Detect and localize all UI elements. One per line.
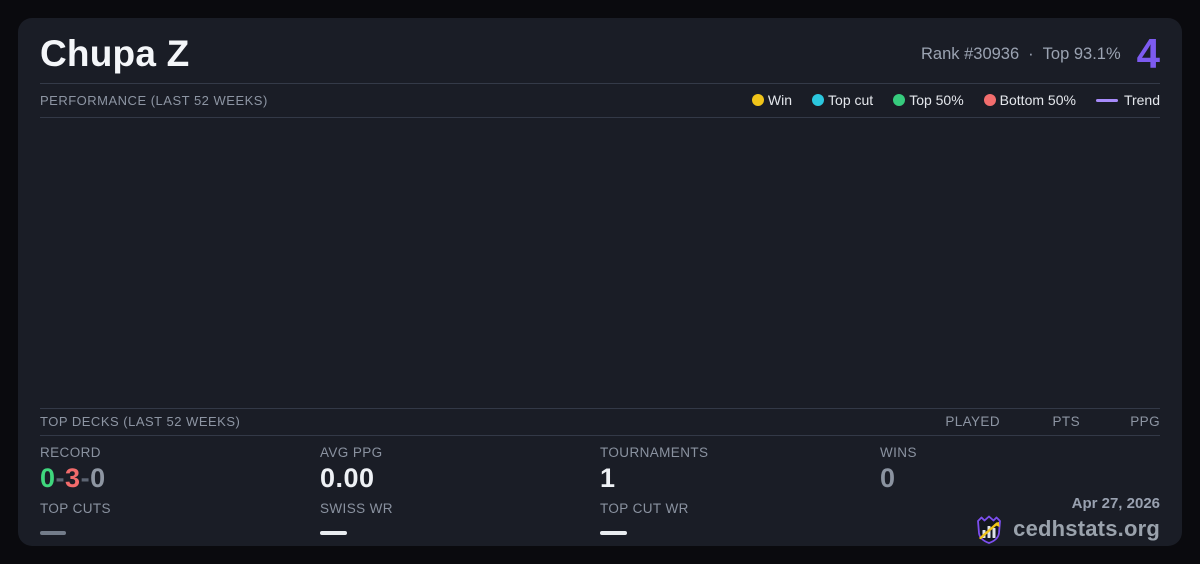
top50-dot-icon bbox=[893, 94, 906, 106]
avg-ppg-label: AVG PPG bbox=[320, 445, 383, 460]
bottom50-dot-icon bbox=[983, 94, 996, 106]
legend-label: Bottom 50% bbox=[999, 92, 1076, 108]
tournaments-label: TOURNAMENTS bbox=[600, 445, 709, 460]
stat-col-avg-ppg: AVG PPG 0.00 SWISS WR bbox=[320, 445, 600, 546]
brand-name[interactable]: cedhstats.org bbox=[1013, 516, 1160, 542]
legend-item-trend: Trend bbox=[1095, 92, 1160, 108]
player-score: 4 bbox=[1136, 30, 1160, 77]
legend-item-bottom50: Bottom 50% bbox=[983, 92, 1076, 108]
record-draws: 0 bbox=[90, 463, 106, 493]
top-decks-heading: TOP DECKS (LAST 52 WEEKS) bbox=[40, 414, 241, 429]
legend-label: Top 50% bbox=[909, 92, 964, 108]
brand-row[interactable]: cedhstats.org bbox=[973, 513, 1160, 545]
record-separator: - bbox=[55, 463, 66, 493]
top-cut-dot-icon bbox=[812, 94, 825, 106]
top-cuts-placeholder bbox=[40, 531, 66, 536]
stats-grid: RECORD 0-3-0 TOP CUTS AVG PPG 0.00 SWISS… bbox=[40, 436, 1160, 546]
legend-item-top50: Top 50% bbox=[893, 92, 964, 108]
cedhstats-shield-logo-icon bbox=[977, 515, 1002, 544]
wins-value: 0 bbox=[880, 463, 896, 493]
stat-col-tournaments: TOURNAMENTS 1 TOP CUT WR bbox=[600, 445, 880, 546]
record-value: 0-3-0 bbox=[40, 463, 106, 494]
column-pts: PTS bbox=[1052, 414, 1080, 429]
legend-item-win: Win bbox=[751, 92, 793, 108]
tournaments-value: 1 bbox=[600, 463, 616, 493]
stat-col-record: RECORD 0-3-0 TOP CUTS bbox=[40, 445, 320, 546]
rank-separator-dot: · bbox=[1028, 44, 1034, 63]
top-percent: Top 93.1% bbox=[1042, 44, 1121, 63]
top-cut-wr-label: TOP CUT WR bbox=[600, 501, 689, 517]
footer-date: Apr 27, 2026 bbox=[1071, 495, 1160, 513]
wins-label: WINS bbox=[880, 445, 917, 460]
record-separator: - bbox=[80, 463, 91, 493]
swiss-wr-placeholder bbox=[320, 531, 347, 536]
performance-header: PERFORMANCE (LAST 52 WEEKS) Win Top cut … bbox=[40, 84, 1160, 118]
top-cuts-label: TOP CUTS bbox=[40, 501, 111, 517]
player-stats-card: Chupa Z Rank #30936 · Top 93.1% 4 PERFOR… bbox=[18, 18, 1182, 546]
performance-chart-area bbox=[40, 118, 1160, 408]
chart-legend: Win Top cut Top 50% Bottom 50% Trend bbox=[751, 92, 1160, 108]
footer-block: Apr 27, 2026 cedhstats.org bbox=[973, 495, 1160, 545]
top-cut-wr-placeholder bbox=[600, 531, 627, 536]
column-ppg: PPG bbox=[1130, 414, 1160, 429]
record-label: RECORD bbox=[40, 445, 101, 460]
record-losses: 3 bbox=[65, 463, 81, 493]
rank-number: Rank #30936 bbox=[920, 44, 1020, 63]
avg-ppg-value: 0.00 bbox=[320, 463, 375, 493]
performance-heading: PERFORMANCE (LAST 52 WEEKS) bbox=[40, 92, 268, 108]
swiss-wr-label: SWISS WR bbox=[320, 501, 393, 517]
top-decks-header: TOP DECKS (LAST 52 WEEKS) PLAYED PTS PPG bbox=[40, 408, 1160, 436]
top-decks-columns: PLAYED PTS PPG bbox=[920, 414, 1160, 429]
legend-label: Top cut bbox=[828, 92, 874, 108]
stat-col-wins: WINS 0 Apr 27, 2026 cedhstats.org bbox=[880, 445, 1160, 546]
legend-label: Trend bbox=[1123, 92, 1160, 108]
legend-label: Win bbox=[767, 92, 793, 108]
record-wins: 0 bbox=[40, 463, 56, 493]
win-dot-icon bbox=[751, 94, 764, 106]
card-header: Chupa Z Rank #30936 · Top 93.1% 4 bbox=[40, 18, 1160, 84]
trend-line-icon bbox=[1095, 98, 1118, 102]
header-right: Rank #30936 · Top 93.1% 4 bbox=[921, 33, 1160, 75]
legend-item-top-cut: Top cut bbox=[812, 92, 873, 108]
player-name: Chupa Z bbox=[40, 33, 190, 74]
rank-summary: Rank #30936 · Top 93.1% bbox=[921, 45, 1121, 64]
column-played: PLAYED bbox=[945, 414, 1000, 429]
